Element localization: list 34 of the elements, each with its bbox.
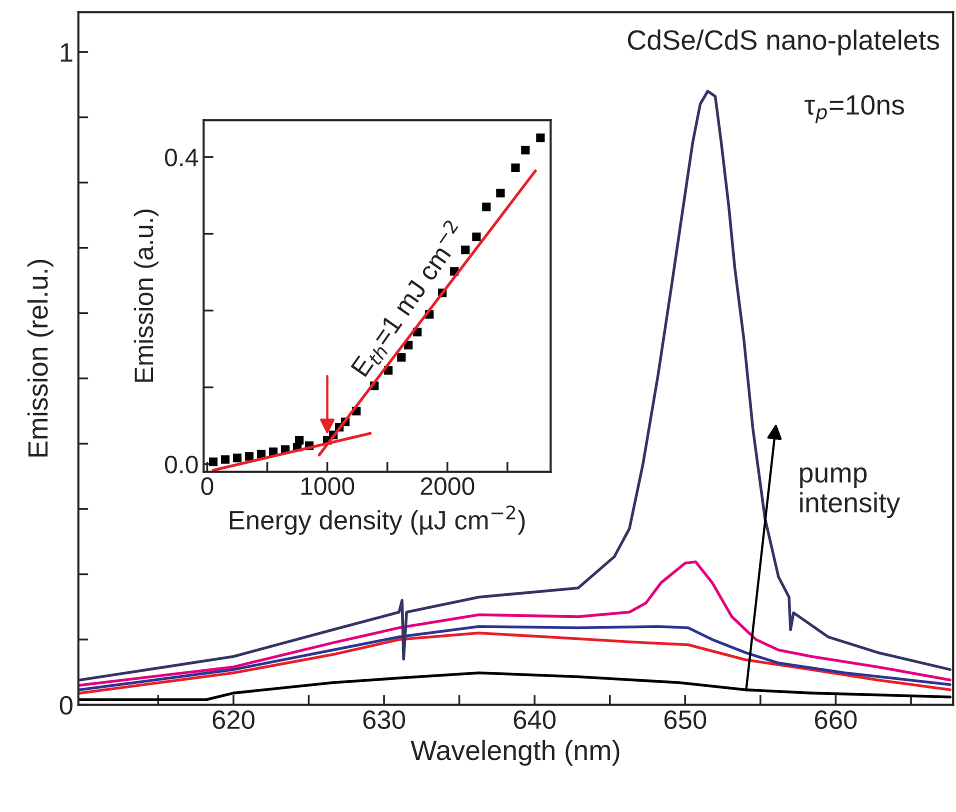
y-axis-title: Emission (a.u.) xyxy=(134,210,158,382)
x-axis-title: Energy density (µJ cm$^{−2}$) xyxy=(230,505,525,535)
y-axis-title: Emission (rel.u.) xyxy=(27,260,54,457)
x-tick-label: 660 xyxy=(815,710,857,730)
point xyxy=(397,353,406,362)
line-series xyxy=(78,90,952,682)
point xyxy=(482,202,491,212)
point xyxy=(472,232,481,242)
text: CdSe/CdS nano-platelets xyxy=(628,29,940,56)
x-axis-title: Wavelength (nm) xyxy=(410,740,620,766)
annotation: τ$_{p}$=10ns xyxy=(804,95,904,124)
point xyxy=(208,458,218,466)
point xyxy=(536,134,545,142)
x-tick-label: 0 xyxy=(201,477,214,495)
x-tick-label: 1000 xyxy=(301,477,354,495)
point xyxy=(496,188,505,198)
point xyxy=(461,246,470,254)
annotation: pump intensity xyxy=(800,467,900,518)
x-tick-label: 640 xyxy=(514,710,556,730)
y-tick-label: 0.0 xyxy=(164,456,198,474)
line-series xyxy=(78,560,952,687)
x-tick-label: 630 xyxy=(363,710,406,730)
x-tick-label: 620 xyxy=(212,710,254,730)
point xyxy=(511,163,520,172)
point xyxy=(295,436,304,445)
point xyxy=(244,452,254,461)
point xyxy=(220,455,230,464)
point xyxy=(232,454,242,462)
point xyxy=(521,146,530,154)
y-tick-label: 1 xyxy=(60,43,72,62)
annotation: E$_{th}$=1 mJ cm$^{−2}$ xyxy=(346,219,470,380)
y-tick-label: 0.4 xyxy=(164,148,198,166)
x-tick-label: 650 xyxy=(664,710,706,730)
x-tick-label: 2000 xyxy=(420,477,474,495)
